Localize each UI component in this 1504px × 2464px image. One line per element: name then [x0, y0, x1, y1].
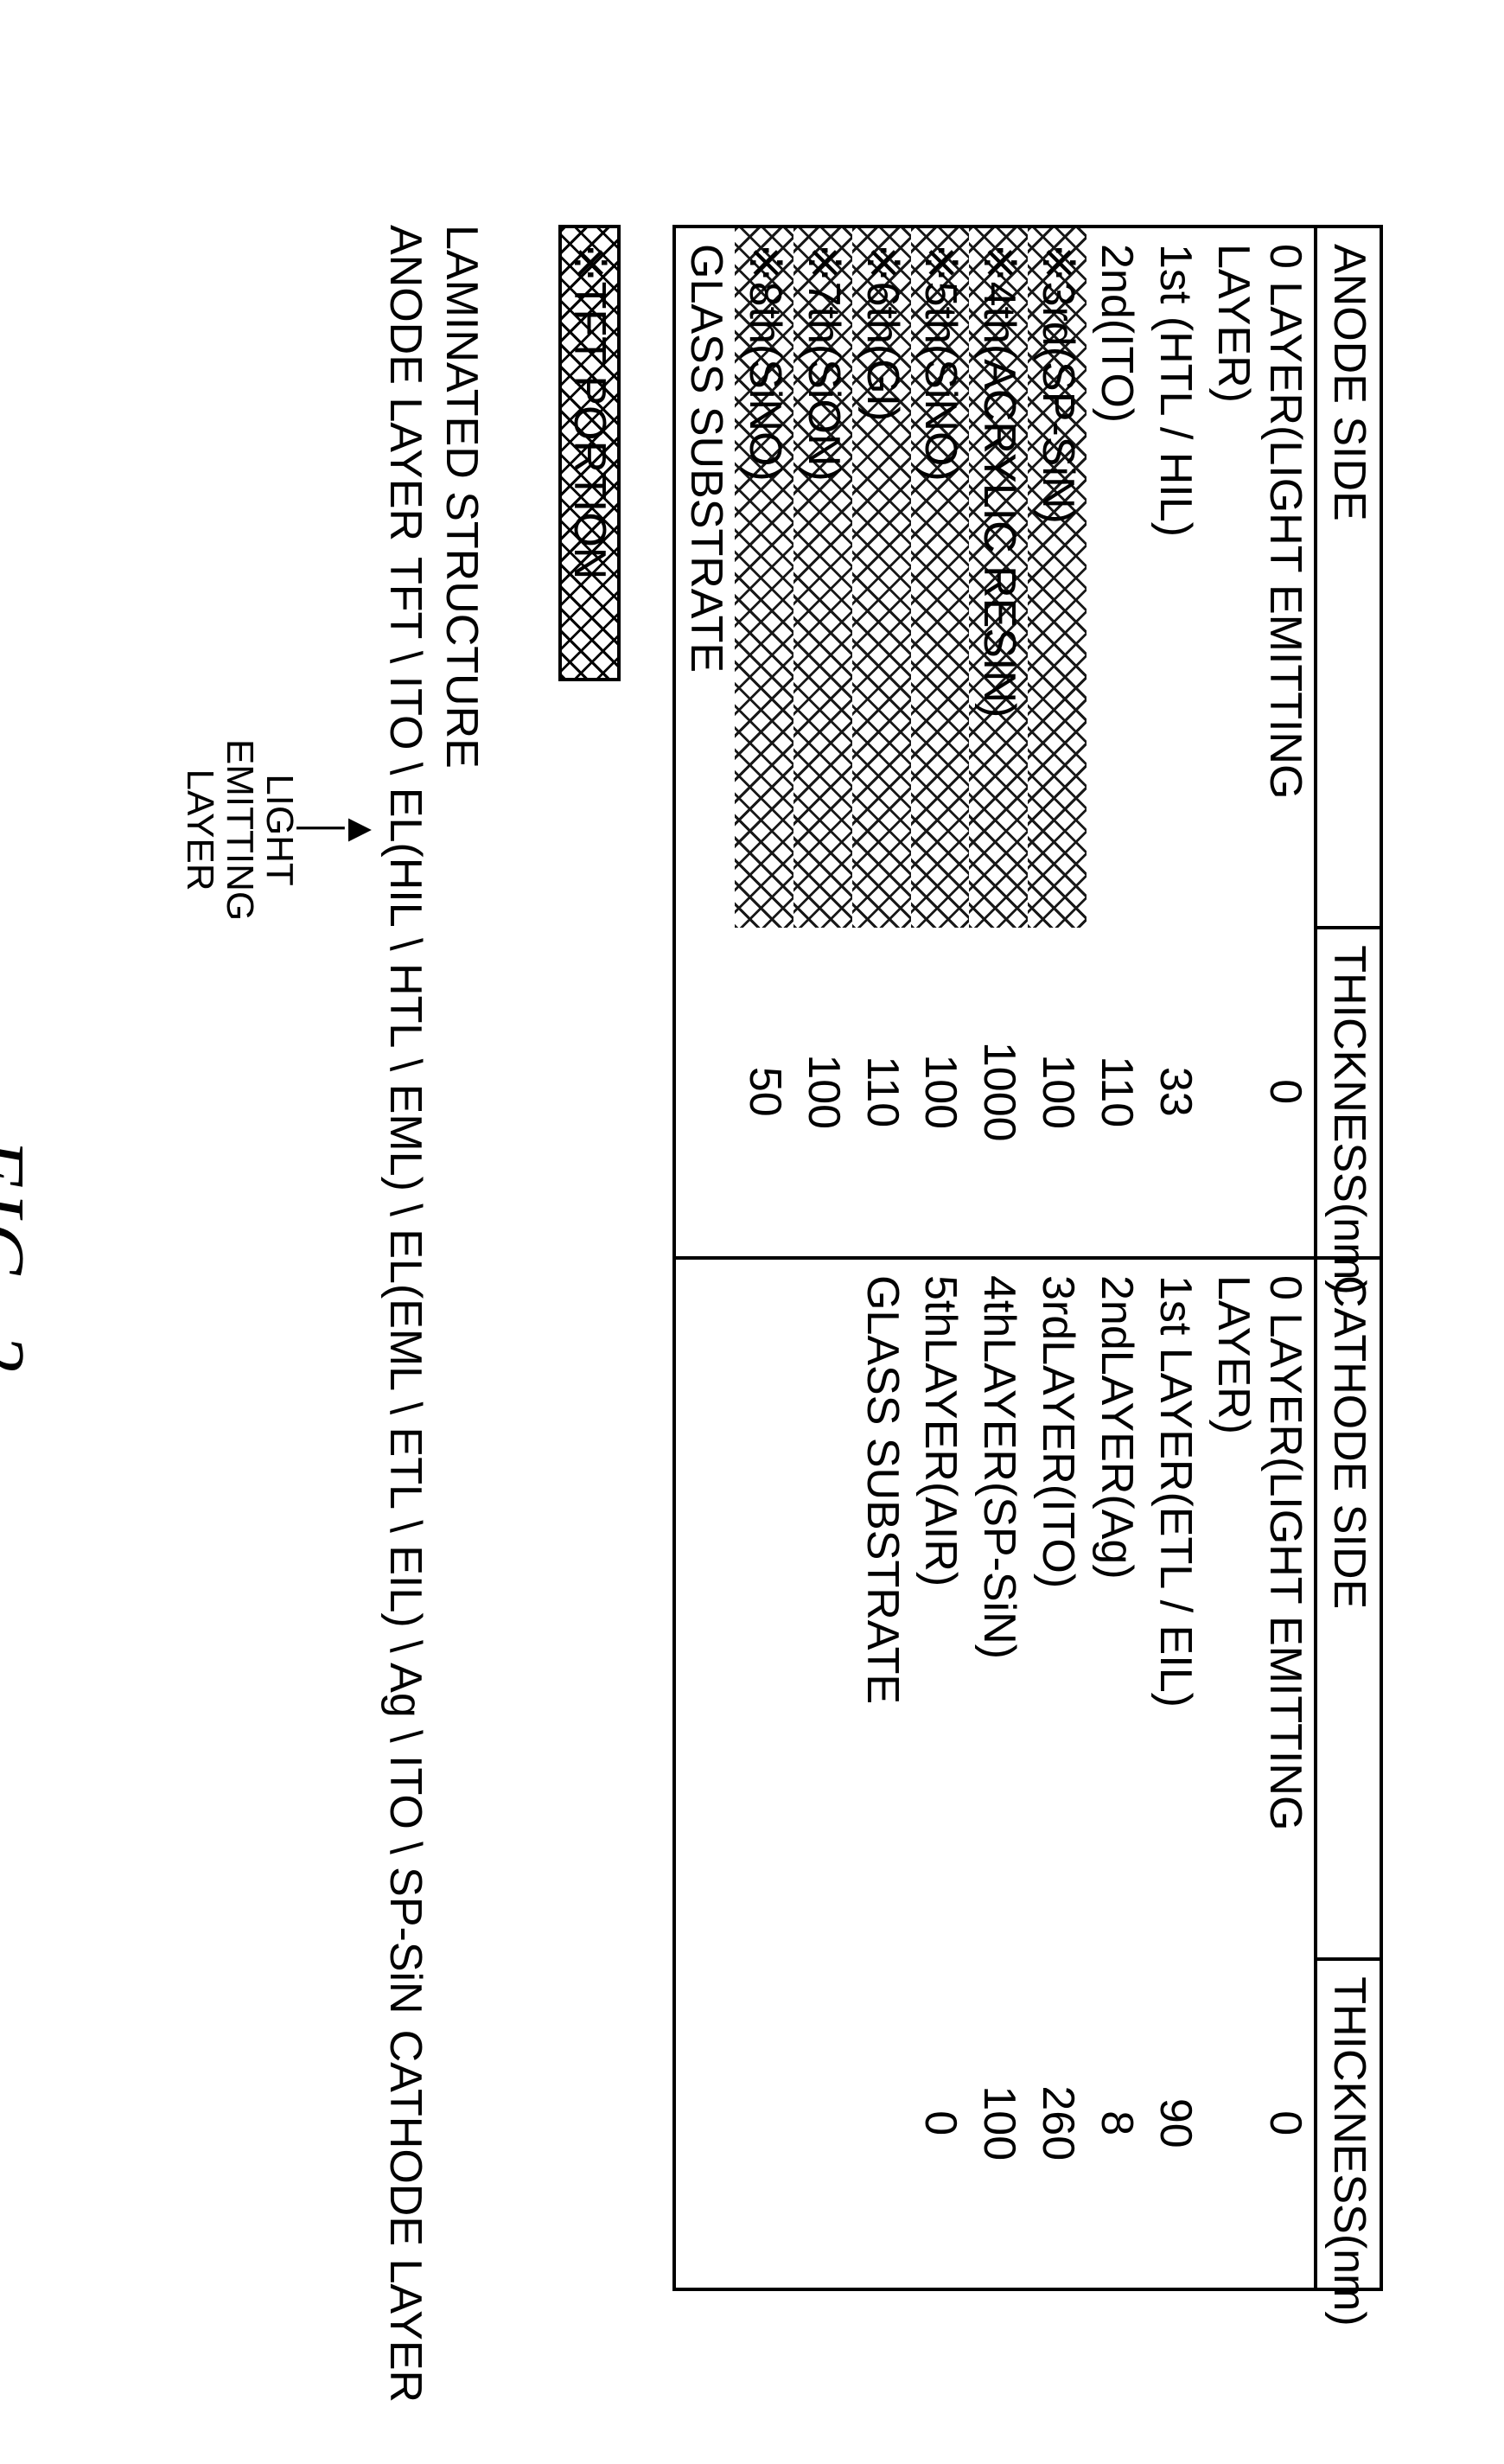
laminated-sequence: TFT \ ITO \ EL(HIL \ HTL \ EML) \ EL(EML…	[377, 557, 433, 2014]
cathode-row-thickness: 0	[911, 1959, 970, 2288]
anode-row-thickness: 110	[1087, 928, 1145, 1256]
cathode-row-label: 3rdLAYER(ITO)	[1028, 1260, 1087, 1959]
anode-row-label: GLASS SUBSTRATE	[676, 228, 735, 928]
header-thickness-2: THICKNESS(nm)	[1316, 1959, 1381, 2289]
cathode-row-thickness: 260	[1028, 1959, 1087, 2288]
cathode-row-label: 0 LAYER(LIGHT EMITTING LAYER)	[1204, 1260, 1315, 1959]
arrow-label: LIGHT EMITTING LAYER	[180, 739, 300, 921]
legend-swatch-label: ※TFT PORTION	[562, 228, 617, 678]
legend-swatch: ※TFT PORTION	[558, 225, 621, 681]
anode-row-hatched-label: ※5th(SiNO)	[911, 228, 970, 928]
anode-row-label-text: ※3rd(SP-SiN)	[1033, 244, 1083, 524]
anode-row-thickness: 50	[735, 928, 793, 1256]
cathode-row-thickness: 90	[1145, 1959, 1204, 2288]
header-cathode-side: CATHODE SIDE	[1316, 1258, 1381, 1959]
anode-row-thickness: 110	[852, 928, 911, 1256]
anode-row-thickness: 100	[793, 928, 852, 1256]
laminated-title: LAMINATED STRUCTURE	[433, 225, 489, 2291]
laminated-sequence-row: ANODE LAYER TFT \ ITO \ EL(HIL \ HTL \ E…	[377, 225, 433, 2291]
cathode-row-label: 4thLAYER(SP-SiN)	[969, 1260, 1028, 1959]
legend: ※TFT PORTION	[558, 225, 621, 2291]
anode-row-label: 2nd(ITO)	[1087, 228, 1145, 928]
anode-row-thickness: 1000	[969, 928, 1028, 1256]
rotated-canvas: ANODE SIDE THICKNESS(nm) CATHODE SIDE TH…	[0, 0, 1504, 2464]
anode-row-hatched-label: ※3rd(SP-SiN)	[1028, 228, 1087, 928]
cathode-row-label: 1st LAYER(ETL / EIL)	[1145, 1260, 1204, 1959]
cathode-rows: 0 LAYER(LIGHT EMITTING LAYER) 0 1st LAYE…	[852, 1260, 1314, 2288]
cathode-row-thickness: 100	[969, 1959, 1028, 2288]
laminated-suffix: CATHODE LAYER	[377, 2030, 433, 2403]
anode-row-hatched-label: ※6th(GI)	[852, 228, 911, 928]
anode-row-label: 1st (HTL / HIL)	[1145, 228, 1204, 928]
table-body-row: 0 LAYER(LIGHT EMITTING LAYER) 0 1st (HTL…	[674, 227, 1316, 2289]
anode-row-thickness: 0	[1204, 928, 1315, 1256]
anode-row-label-text: ※5th(SiNO)	[915, 244, 965, 482]
content: ANODE SIDE THICKNESS(nm) CATHODE SIDE TH…	[0, 0, 1504, 2464]
anode-row-label: 0 LAYER(LIGHT EMITTING LAYER)	[1204, 228, 1315, 928]
anode-row-thickness: 100	[1028, 928, 1087, 1256]
page: ANODE SIDE THICKNESS(nm) CATHODE SIDE TH…	[0, 0, 1504, 2464]
table-header-row: ANODE SIDE THICKNESS(nm) CATHODE SIDE TH…	[1316, 227, 1381, 2289]
anode-rows: 0 LAYER(LIGHT EMITTING LAYER) 0 1st (HTL…	[676, 228, 1314, 1256]
anode-row-label-text: ※4th(ACRYLIC RESIN)	[974, 244, 1024, 718]
laminated-arrow-row: ▲│ LIGHT EMITTING LAYER	[180, 519, 383, 1141]
layer-table: ANODE SIDE THICKNESS(nm) CATHODE SIDE TH…	[672, 225, 1383, 2291]
cathode-row-thickness: 0	[1204, 1959, 1315, 2288]
cathode-row-label: GLASS SUBSTRATE	[852, 1260, 911, 1959]
arrow-label-line: EMITTING	[219, 739, 261, 921]
anode-row-thickness: 33	[1145, 928, 1204, 1256]
header-anode-side: ANODE SIDE	[1316, 227, 1381, 928]
anode-row-label-text: ※6th(GI)	[857, 244, 908, 421]
anode-row-thickness	[676, 928, 735, 1256]
cathode-cell: 0 LAYER(LIGHT EMITTING LAYER) 0 1st LAYE…	[674, 1258, 1316, 2289]
up-arrow-icon: ▲│	[303, 810, 382, 850]
anode-row-hatched-label: ※4th(ACRYLIC RESIN)	[969, 228, 1028, 928]
figure-caption: FIG. 2	[0, 225, 41, 2291]
light-emitting-arrow: ▲│ LIGHT EMITTING LAYER	[180, 739, 383, 921]
laminated-structure: LAMINATED STRUCTURE ANODE LAYER TFT \ IT…	[180, 225, 490, 2291]
arrow-label-line: LIGHT	[258, 774, 301, 886]
anode-row-hatched-label: ※7th(SiON)	[793, 228, 852, 928]
anode-row-thickness: 100	[911, 928, 970, 1256]
laminated-prefix: ANODE LAYER	[377, 225, 433, 541]
anode-cell: 0 LAYER(LIGHT EMITTING LAYER) 0 1st (HTL…	[674, 227, 1316, 1258]
cathode-row-thickness	[852, 1959, 911, 2288]
header-thickness-1: THICKNESS(nm)	[1316, 928, 1381, 1258]
cathode-row-label: 5thLAYER(AIR)	[911, 1260, 970, 1959]
anode-row-label-text: ※7th(SiON)	[799, 244, 849, 482]
anode-row-label-text: ※8th(SiNO)	[740, 244, 790, 482]
cathode-row-label: 2ndLAYER(Ag)	[1087, 1260, 1145, 1959]
anode-row-hatched-label: ※8th(SiNO)	[735, 228, 793, 928]
arrow-label-line: LAYER	[179, 769, 221, 890]
cathode-row-thickness: 8	[1087, 1959, 1145, 2288]
